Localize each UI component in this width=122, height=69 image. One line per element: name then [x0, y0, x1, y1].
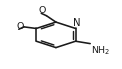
Text: N: N	[73, 18, 81, 28]
Text: O: O	[38, 6, 46, 15]
Text: NH$_2$: NH$_2$	[91, 45, 110, 57]
Text: O: O	[16, 22, 23, 31]
